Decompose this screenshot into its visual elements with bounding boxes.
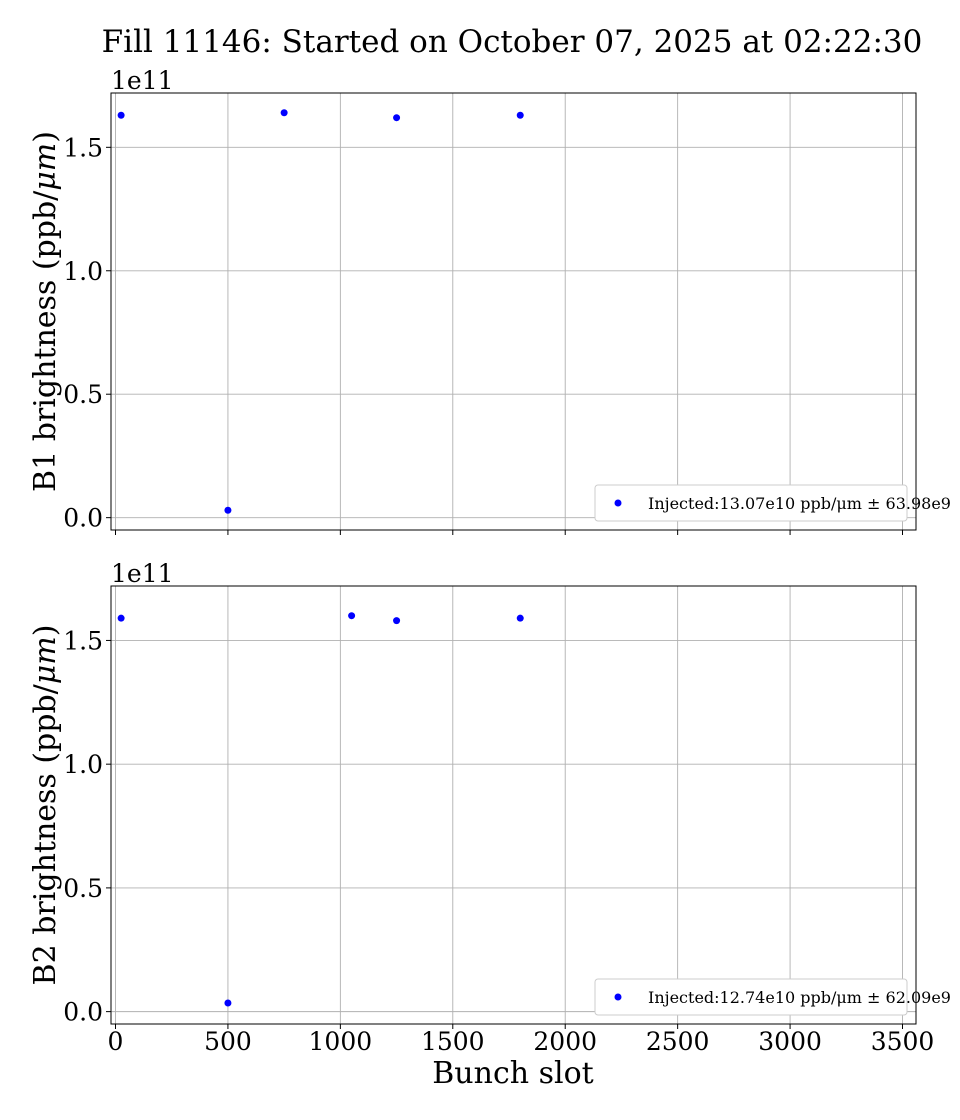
x-tick-label: 2500 xyxy=(646,1027,710,1056)
figure-title: Fill 11146: Started on October 07, 2025 … xyxy=(102,24,923,60)
x-tick-label: 500 xyxy=(204,1027,252,1056)
panel-b1-brightness: 0.0 0.5 1.0 1.5 1e11 B1 brightness (ppb/μm) In… xyxy=(28,66,951,535)
y-tick-label: 1.0 xyxy=(63,257,103,286)
y-tick-label: 1.5 xyxy=(63,626,103,655)
y-axis-label-close: ) xyxy=(28,131,63,143)
data-point xyxy=(224,506,232,514)
y-axis-label-unit: μm xyxy=(28,636,63,684)
data-point xyxy=(224,999,232,1007)
data-point xyxy=(516,614,524,622)
y-tick-label: 0.5 xyxy=(63,874,103,903)
y-offset-label: 1e11 xyxy=(111,559,174,588)
y-tick-label: 0.0 xyxy=(63,998,103,1027)
legend-label: Injected:12.74e10 ppb/μm ± 62.09e9 xyxy=(648,988,951,1007)
data-point xyxy=(117,111,125,119)
y-axis-label-text: B1 brightness (ppb/ xyxy=(28,190,63,492)
x-tick-label: 2000 xyxy=(533,1027,597,1056)
x-tick-label: 3500 xyxy=(871,1027,935,1056)
data-point xyxy=(117,614,125,622)
legend-frame xyxy=(594,484,908,522)
y-axis-label: B1 brightness (ppb/μm) xyxy=(28,131,63,492)
data-point xyxy=(280,109,288,117)
data-point xyxy=(348,612,356,620)
x-tick-label: 3000 xyxy=(758,1027,822,1056)
legend-frame xyxy=(594,978,908,1016)
x-tick-label: 1500 xyxy=(421,1027,485,1056)
x-tick-label: 1000 xyxy=(309,1027,373,1056)
y-tick-label: 1.5 xyxy=(63,133,103,162)
y-axis-label-close: ) xyxy=(28,625,63,637)
x-tick-label: 0 xyxy=(108,1027,124,1056)
data-point xyxy=(393,114,401,122)
y-axis-label: B2 brightness (ppb/μm) xyxy=(28,625,63,986)
legend: Injected:12.74e10 ppb/μm ± 62.09e9 xyxy=(594,978,951,1016)
x-axis-label: Bunch slot xyxy=(432,1056,593,1091)
legend-marker xyxy=(614,993,622,1001)
data-point xyxy=(393,617,401,625)
y-tick-label: 1.0 xyxy=(63,750,103,779)
y-axis-label-unit: μm xyxy=(28,143,63,191)
panel-b2-brightness: 0 500 1000 1500 2000 2500 3000 3500 0.0 0.5 1.0 1.5… xyxy=(28,559,951,1056)
y-tick-label: 0.0 xyxy=(63,504,103,533)
data-point xyxy=(516,111,524,119)
legend: Injected:13.07e10 ppb/μm ± 63.98e9 xyxy=(594,484,951,522)
legend-marker xyxy=(614,499,622,507)
plot-frame xyxy=(110,585,917,1025)
y-offset-label: 1e11 xyxy=(111,66,174,95)
y-tick-label: 0.5 xyxy=(63,380,103,409)
y-axis-label-text: B2 brightness (ppb/ xyxy=(28,683,63,985)
legend-label: Injected:13.07e10 ppb/μm ± 63.98e9 xyxy=(648,494,951,513)
plot-frame xyxy=(110,92,917,531)
